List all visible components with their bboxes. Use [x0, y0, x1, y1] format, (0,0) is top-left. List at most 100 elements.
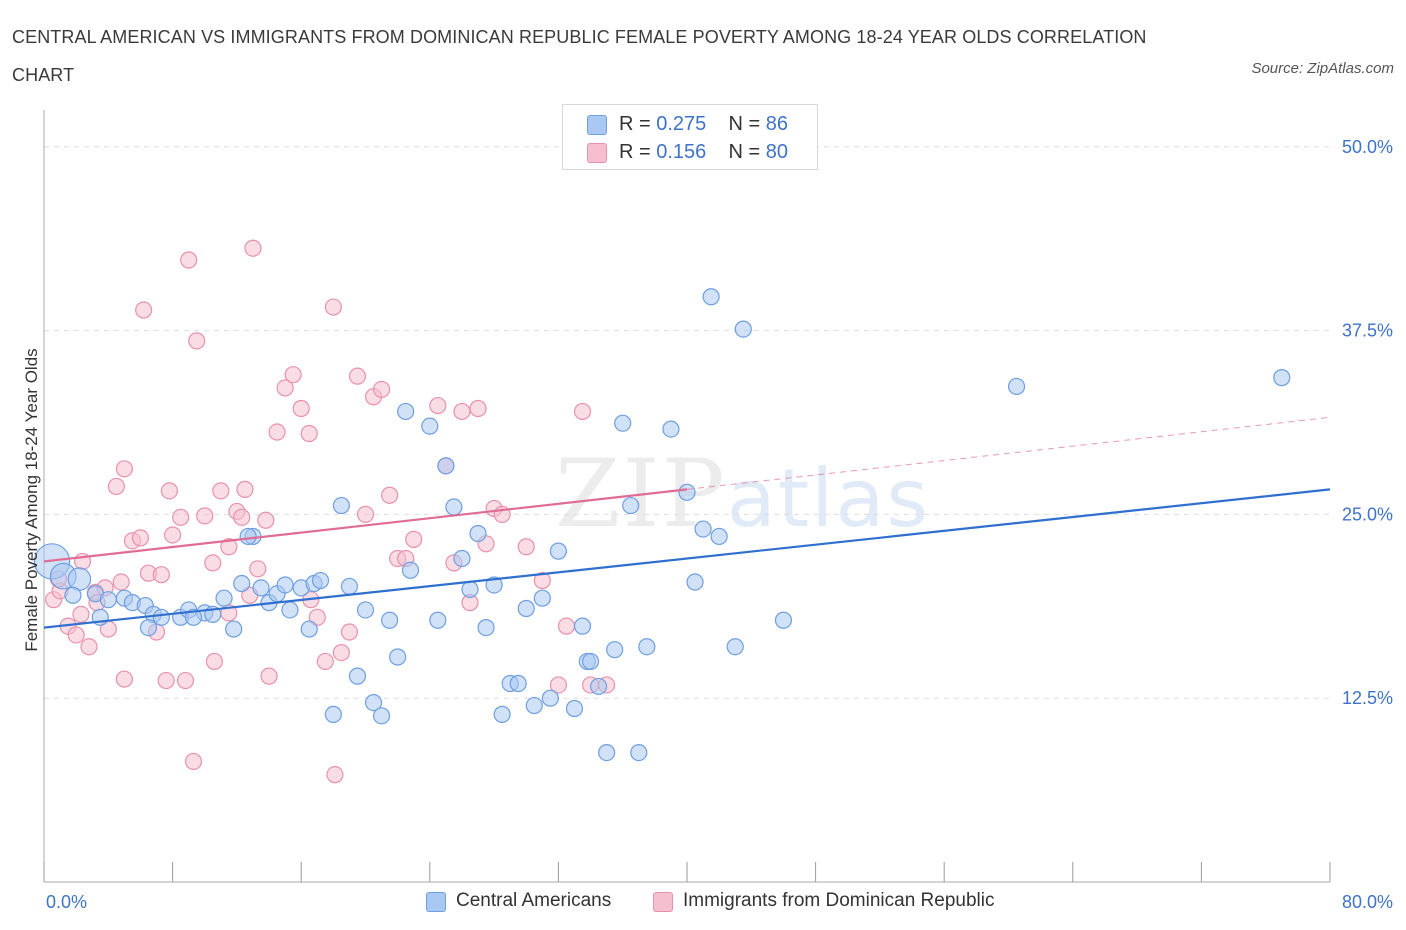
central-point-53 — [517, 599, 535, 618]
y-tick-label-2: 37.5% — [1342, 321, 1393, 341]
dominican-point-3 — [67, 626, 85, 644]
points-central-americans — [33, 288, 1291, 762]
central-point-18 — [225, 620, 243, 638]
dominican-point-68 — [157, 671, 175, 690]
dominican-point-40 — [324, 298, 342, 316]
dominican-point-33 — [268, 423, 286, 441]
central-point-24 — [276, 576, 294, 594]
central-point-5 — [99, 591, 117, 609]
central-point-36 — [381, 611, 399, 629]
bottom-legend-swatch-pink — [653, 892, 673, 912]
dominican-point-25 — [220, 538, 238, 556]
central-point-57 — [549, 542, 568, 560]
dominican-point-63 — [573, 402, 592, 421]
watermark-sub: atlas — [726, 452, 931, 545]
legend-text-blue: R = 0.275 N = 86 — [619, 113, 788, 136]
dominican-point-9 — [107, 477, 125, 496]
r-value: 0.156 — [656, 141, 707, 163]
dominican-point-23 — [204, 554, 222, 572]
trend-line-dominican-republic — [43, 488, 688, 563]
central-point-25 — [281, 601, 299, 619]
central-point-42 — [429, 611, 447, 629]
central-point-38 — [324, 705, 342, 723]
chart-title: CENTRAL AMERICAN VS IMMIGRANTS FROM DOMI… — [12, 27, 1147, 85]
dominican-point-42 — [340, 623, 359, 641]
central-point-79 — [1273, 369, 1291, 387]
central-point-47 — [469, 524, 487, 543]
central-point-55 — [533, 589, 551, 607]
trend-lines — [43, 416, 1331, 629]
central-point-58 — [565, 699, 584, 718]
dominican-point-67 — [115, 670, 133, 688]
dominican-point-44 — [356, 505, 375, 523]
dominican-point-12 — [131, 529, 150, 547]
central-point-41 — [421, 417, 439, 435]
dominican-point-32 — [260, 667, 278, 685]
dominican-point-21 — [188, 332, 206, 350]
central-point-73 — [710, 527, 728, 546]
dominican-point-28 — [236, 480, 254, 498]
dominican-point-36 — [292, 399, 310, 418]
central-point-45 — [453, 549, 471, 568]
x-tick-label-min: 0.0% — [46, 892, 87, 912]
grid-lines — [44, 146, 1330, 699]
source-label: Source: ZipAtlas.com — [1251, 60, 1394, 77]
dominican-point-51 — [429, 396, 447, 415]
dominican-point-46 — [372, 380, 391, 398]
central-point-43 — [437, 457, 455, 475]
central-point-75 — [702, 288, 720, 306]
dominican-point-20 — [180, 251, 198, 269]
dominican-point-70 — [205, 652, 223, 671]
central-point-32 — [348, 667, 367, 685]
dominican-point-61 — [533, 571, 551, 590]
y-tick-label-0: 12.5% — [1342, 688, 1393, 708]
central-point-49 — [485, 576, 503, 594]
dominican-point-41 — [332, 644, 350, 662]
dominican-point-22 — [196, 507, 214, 525]
central-point-77 — [774, 611, 793, 629]
central-point-46 — [461, 580, 479, 598]
n-label: N = — [728, 141, 761, 163]
dominican-point-5 — [80, 638, 98, 656]
central-point-72 — [694, 520, 712, 538]
central-point-3 — [64, 586, 82, 604]
dominican-point-24 — [212, 482, 230, 500]
legend-swatch-pink — [587, 143, 607, 163]
y-tick-label-1: 25.0% — [1342, 504, 1393, 524]
central-point-29 — [311, 571, 330, 590]
central-point-48 — [477, 619, 495, 637]
correlation-legend: R = 0.275 N = 86 R = 0.156 N = 80 — [562, 104, 818, 170]
central-point-69 — [662, 420, 680, 438]
dominican-point-29 — [244, 239, 262, 257]
dominican-point-38 — [308, 608, 326, 626]
n-value: 80 — [765, 141, 789, 163]
r-label: R = — [619, 141, 651, 163]
dominican-point-76 — [326, 766, 344, 784]
dominican-point-17 — [164, 526, 182, 544]
central-point-35 — [372, 707, 391, 725]
y-axis-label: Female Poverty Among 18-24 Year Olds — [22, 348, 41, 652]
dominican-point-56 — [469, 399, 487, 418]
dominican-point-43 — [348, 367, 367, 385]
central-point-68 — [638, 638, 656, 656]
central-point-12 — [139, 619, 158, 637]
central-point-54 — [525, 696, 543, 715]
central-point-76 — [734, 320, 752, 338]
central-point-78 — [1007, 377, 1026, 396]
central-point-50 — [493, 705, 511, 723]
legend-text-pink: R = 0.156 N = 80 — [619, 141, 788, 164]
central-point-37 — [389, 648, 407, 666]
central-point-34 — [364, 694, 383, 712]
central-point-65 — [614, 414, 632, 432]
n-value: 86 — [765, 113, 789, 135]
central-point-62 — [589, 677, 608, 696]
central-point-27 — [300, 620, 318, 638]
dominican-point-15 — [152, 566, 170, 584]
legend-swatch-blue — [587, 115, 607, 135]
central-point-56 — [541, 689, 559, 707]
central-point-70 — [678, 483, 696, 501]
central-point-31 — [340, 577, 359, 596]
dominican-point-30 — [249, 560, 267, 578]
r-label: R = — [619, 113, 651, 135]
bottom-legend-label: Central Americans — [456, 890, 612, 911]
